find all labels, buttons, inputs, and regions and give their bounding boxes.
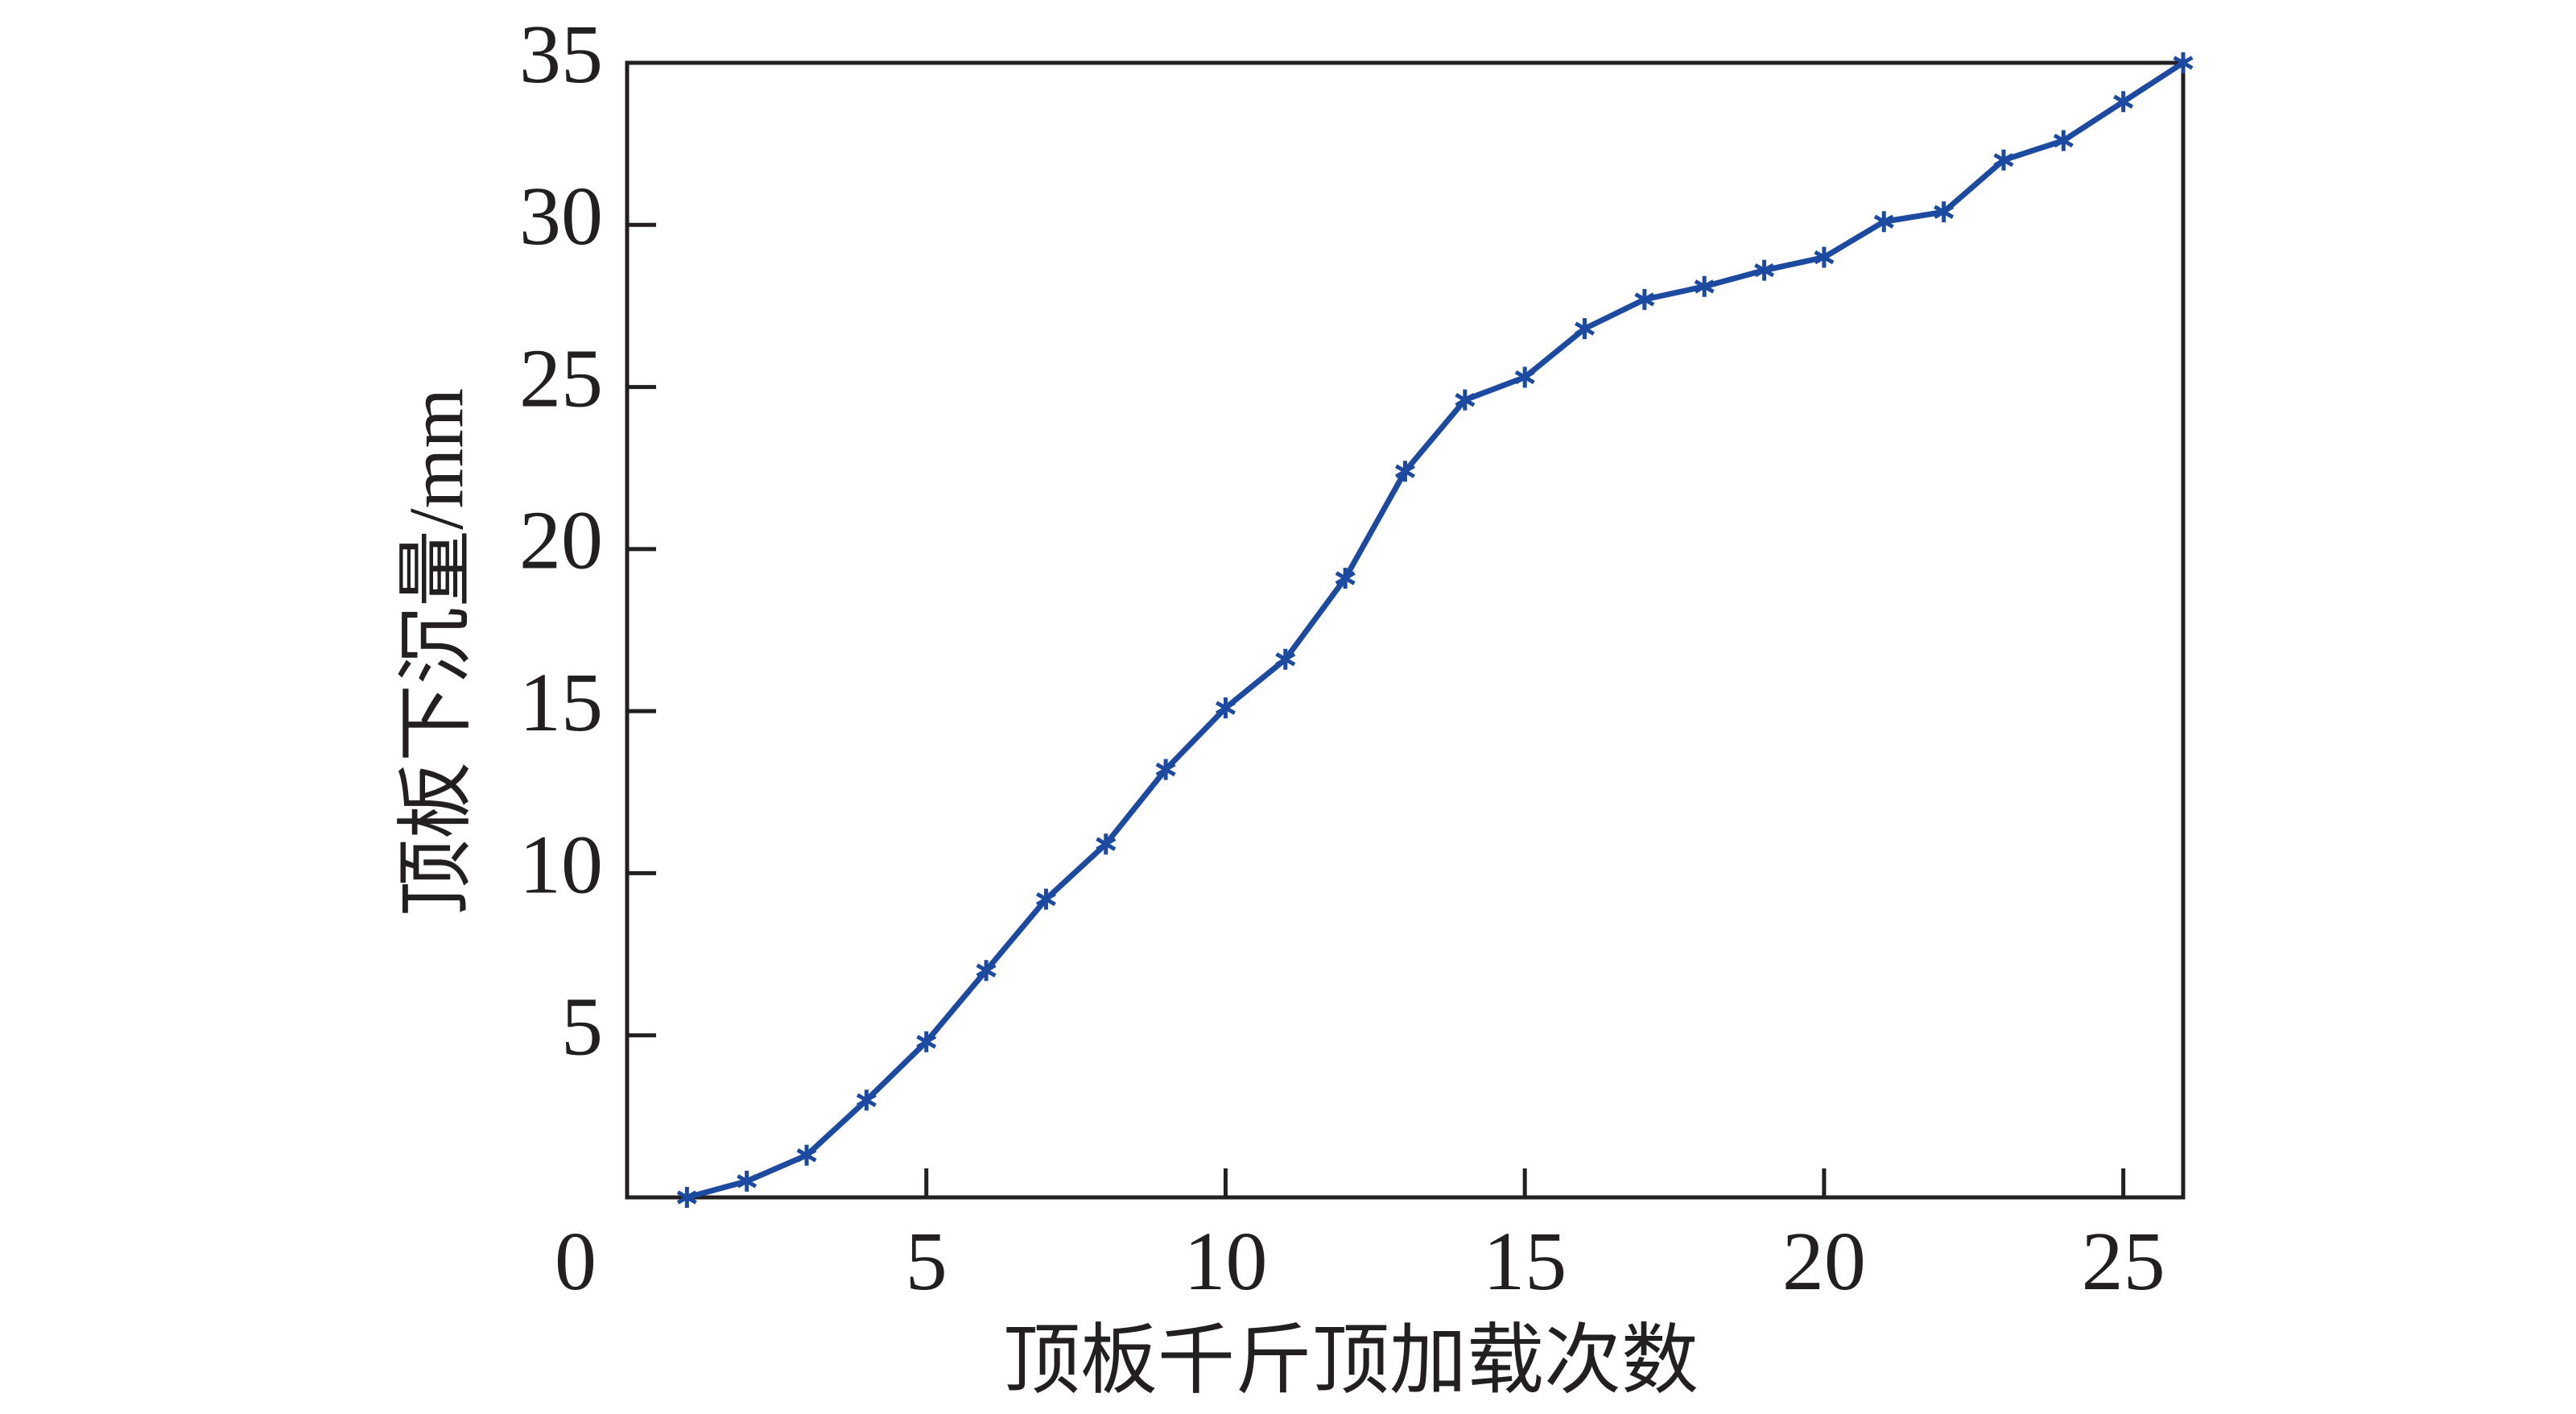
marker: [1934, 201, 1955, 223]
marker: [856, 1089, 877, 1111]
marker: [796, 1144, 817, 1166]
marker: [2053, 130, 2074, 151]
marker: [1455, 389, 1476, 411]
x-tick-label: 10: [1183, 1215, 1267, 1308]
marker: [1514, 366, 1535, 388]
marker: [1335, 568, 1356, 589]
x-tick-label: 20: [1782, 1215, 1866, 1308]
x-tick-label: 15: [1483, 1215, 1567, 1308]
y-axis-label: 顶板下沉量/mm: [393, 388, 479, 916]
y-tick-label: 35: [519, 8, 603, 101]
data-line: [686, 60, 2185, 1201]
marker: [1394, 461, 1416, 482]
y-tick-label: 30: [519, 170, 603, 263]
y-tick-label: 20: [519, 494, 603, 587]
x-axis-label: 顶板千斤顶加载次数: [1003, 1317, 1699, 1404]
x-tick-label: 0: [555, 1215, 597, 1308]
marker: [2173, 52, 2194, 73]
marker: [916, 1031, 937, 1052]
marker: [1275, 648, 1296, 670]
marker: [1873, 211, 1894, 233]
marker: [2113, 91, 2134, 113]
marker: [976, 960, 997, 982]
marker: [1634, 288, 1655, 310]
y-tick-label: 15: [519, 656, 603, 749]
plot-frame: [625, 60, 2186, 1200]
marker: [1993, 149, 2014, 171]
y-tick-label: 25: [519, 332, 603, 424]
marker: [1215, 697, 1236, 719]
marker: [1814, 246, 1835, 268]
marker: [676, 1187, 697, 1208]
marker: [1575, 318, 1596, 340]
y-tick-label: 10: [519, 818, 603, 911]
marker: [737, 1170, 758, 1192]
marker: [1754, 259, 1775, 281]
x-tick-label: 25: [2082, 1215, 2165, 1308]
marker: [1155, 759, 1176, 780]
marker: [1096, 833, 1117, 855]
marker: [1035, 888, 1056, 910]
x-tick-label: 5: [906, 1215, 947, 1308]
marker: [1694, 275, 1715, 297]
y-tick-label: 5: [561, 981, 603, 1073]
